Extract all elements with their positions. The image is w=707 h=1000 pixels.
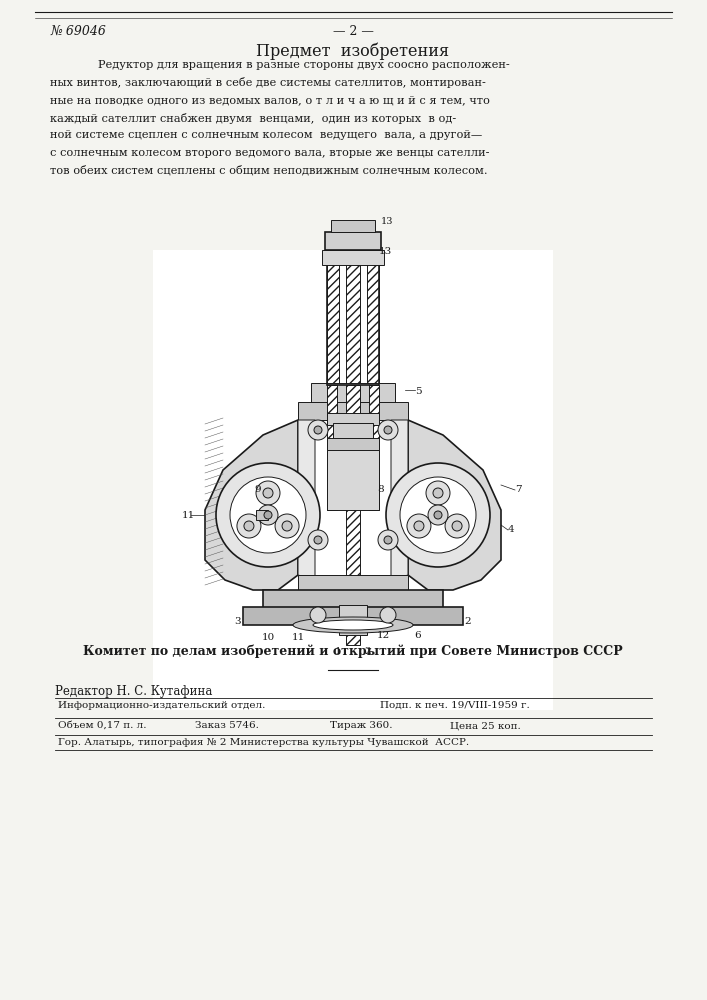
Circle shape (378, 420, 398, 440)
Circle shape (256, 481, 280, 505)
Bar (327, 385, 337, 510)
Text: Цена 25 коп.: Цена 25 коп. (450, 721, 521, 730)
Circle shape (384, 536, 392, 544)
Circle shape (237, 514, 261, 538)
Bar (346, 627, 360, 645)
Circle shape (263, 488, 273, 498)
Bar (346, 240, 360, 415)
Bar (311, 383, 395, 405)
Bar (367, 250, 379, 385)
Circle shape (445, 514, 469, 538)
Circle shape (380, 607, 396, 623)
Text: № 69046: № 69046 (50, 25, 106, 38)
Circle shape (314, 426, 322, 434)
Bar (153, 250, 553, 710)
Circle shape (216, 463, 320, 567)
Bar (327, 438, 379, 460)
Circle shape (282, 521, 292, 531)
Text: 12: 12 (376, 631, 390, 640)
Circle shape (434, 511, 442, 519)
Text: 4: 4 (508, 526, 514, 534)
Bar (339, 605, 367, 635)
Circle shape (230, 477, 306, 553)
Text: 6: 6 (415, 631, 421, 640)
Circle shape (426, 481, 450, 505)
Bar (263, 590, 443, 610)
Bar (298, 575, 408, 590)
Text: 3: 3 (235, 617, 241, 626)
Bar (333, 423, 373, 440)
Bar (369, 385, 379, 510)
Text: 11: 11 (291, 634, 305, 643)
Text: каждый сателлит снабжен двумя  венцами,  один из которых  в од-: каждый сателлит снабжен двумя венцами, о… (50, 112, 456, 123)
Text: Объем 0,17 п. л.: Объем 0,17 п. л. (58, 721, 146, 730)
Text: 5: 5 (415, 387, 421, 396)
Circle shape (384, 426, 392, 434)
Text: с солнечным колесом второго ведомого вала, вторые же венцы сателли-: с солнечным колесом второго ведомого вал… (50, 147, 489, 157)
Bar (327, 450, 379, 510)
Text: Редактор Н. С. Кутафина: Редактор Н. С. Кутафина (55, 685, 212, 698)
Circle shape (275, 514, 299, 538)
Circle shape (452, 521, 462, 531)
Text: Гор. Алатырь, типография № 2 Министерства культуры Чувашской  АССР.: Гор. Алатырь, типография № 2 Министерств… (58, 738, 469, 747)
Circle shape (310, 607, 326, 623)
Bar (298, 402, 408, 420)
Bar (327, 250, 339, 385)
Text: Комитет по делам изобретений и открытий при Совете Министров СССР: Комитет по делам изобретений и открытий … (83, 645, 623, 658)
Circle shape (378, 530, 398, 550)
Text: 11: 11 (182, 510, 194, 520)
Ellipse shape (293, 617, 413, 633)
Circle shape (400, 477, 476, 553)
Bar (327, 250, 379, 385)
Circle shape (308, 530, 328, 550)
Text: Заказ 5746.: Заказ 5746. (195, 721, 259, 730)
Bar (256, 510, 268, 520)
Text: 8: 8 (378, 486, 385, 494)
Bar (331, 220, 375, 232)
Circle shape (244, 521, 254, 531)
Text: 2: 2 (464, 617, 472, 626)
Bar (243, 607, 463, 625)
Text: 9: 9 (255, 486, 262, 494)
Text: Редуктор для вращения в разные стороны двух соосно расположен-: Редуктор для вращения в разные стороны д… (98, 60, 510, 70)
Circle shape (433, 488, 443, 498)
Bar (325, 232, 381, 250)
Circle shape (258, 505, 278, 525)
Text: Предмет  изобретения: Предмет изобретения (257, 42, 450, 60)
Circle shape (308, 420, 328, 440)
Text: 10: 10 (262, 634, 274, 643)
Text: 2: 2 (365, 648, 371, 656)
Ellipse shape (313, 620, 393, 630)
Bar (346, 385, 360, 640)
Bar (327, 413, 379, 425)
Circle shape (314, 536, 322, 544)
Circle shape (428, 505, 448, 525)
Text: тов обеих систем сцеплены с общим неподвижным солнечным колесом.: тов обеих систем сцеплены с общим неподв… (50, 165, 488, 176)
Polygon shape (408, 420, 501, 590)
Circle shape (264, 511, 272, 519)
Polygon shape (391, 420, 408, 580)
Text: ных винтов, заключающий в себе две системы сателлитов, монтирован-: ных винтов, заключающий в себе две систе… (50, 78, 486, 89)
Text: Подп. к печ. 19/VIII-1959 г.: Подп. к печ. 19/VIII-1959 г. (380, 701, 530, 710)
Text: 7: 7 (515, 486, 521, 494)
Circle shape (414, 521, 424, 531)
Text: Информационно-издательский отдел.: Информационно-издательский отдел. (58, 701, 265, 710)
Polygon shape (205, 420, 298, 590)
Text: Тираж 360.: Тираж 360. (330, 721, 392, 730)
Text: ные на поводке одного из ведомых валов, о т л и ч а ю щ и й с я тем, что: ные на поводке одного из ведомых валов, … (50, 95, 490, 105)
Polygon shape (298, 420, 315, 580)
Text: 13: 13 (378, 247, 392, 256)
Circle shape (386, 463, 490, 567)
Text: — 2 —: — 2 — (332, 25, 373, 38)
Text: ной системе сцеплен с солнечным колесом  ведущего  вала, а другой—: ной системе сцеплен с солнечным колесом … (50, 130, 482, 140)
Text: 1: 1 (334, 648, 341, 656)
Bar (322, 250, 384, 265)
Text: 13: 13 (381, 218, 394, 227)
Circle shape (407, 514, 431, 538)
